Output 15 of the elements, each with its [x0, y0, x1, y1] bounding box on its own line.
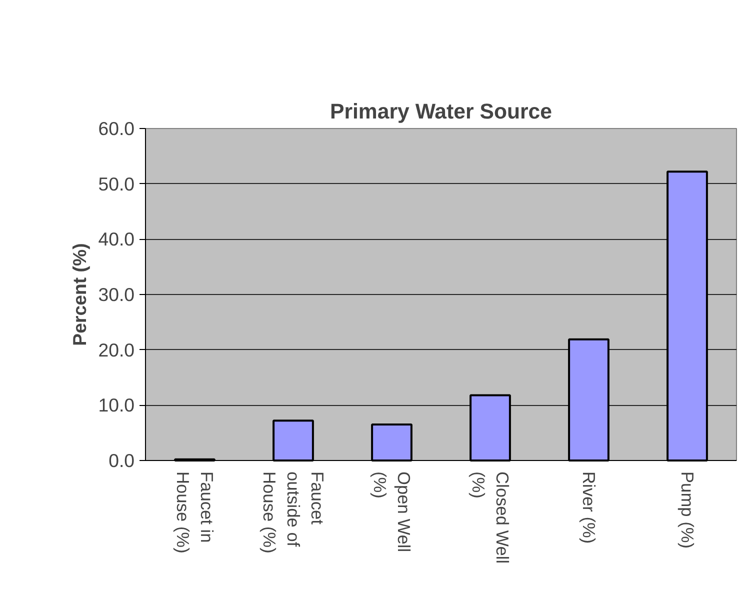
y-tick-label: 30.0	[98, 284, 134, 305]
y-axis-title: Percent (%)	[69, 243, 90, 346]
y-tick-label: 60.0	[98, 118, 134, 139]
y-tick-label: 10.0	[98, 394, 134, 416]
x-tick-label: Faucet in House (%)	[172, 472, 217, 554]
y-tick-label: 50.0	[98, 173, 134, 194]
x-tick-label: Closed Well (%)	[468, 472, 512, 564]
y-tick-label: 0.0	[108, 450, 135, 471]
x-tick-label: Open Well (%)	[370, 472, 414, 552]
y-tick-label: 40.0	[98, 228, 134, 250]
x-tick-label: Faucet outside of House (%)	[259, 472, 328, 554]
chart-title: Primary Water Source	[330, 100, 552, 124]
x-tick-label: Pump (%)	[677, 472, 698, 549]
x-tick-label: River (%)	[578, 472, 599, 544]
y-tick-label: 20.0	[98, 339, 134, 360]
